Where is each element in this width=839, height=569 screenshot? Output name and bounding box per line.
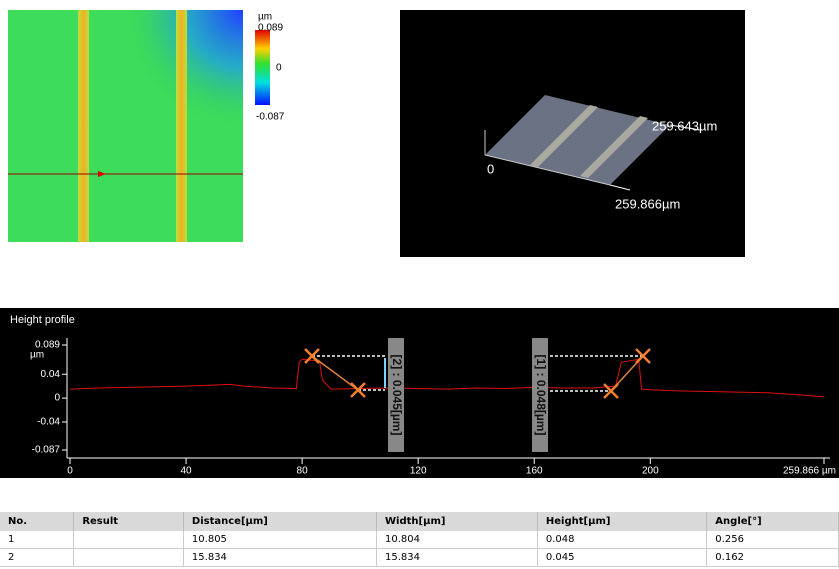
table-cell <box>74 531 184 549</box>
table-cell <box>74 549 184 567</box>
y-tick-label: -0.087 <box>32 445 61 456</box>
colorbar-mid: 0 <box>276 63 282 74</box>
page: {"colorbar": {"unit": "µm", "max": 0.089… <box>0 0 839 569</box>
x-tick-label: 0 <box>67 466 73 477</box>
column-header: Distance[µm] <box>183 512 376 531</box>
x-tick-label: 259.866 µm <box>783 466 836 477</box>
column-header: Result <box>74 512 184 531</box>
table-cell: 2 <box>0 549 74 567</box>
height-map <box>8 10 243 242</box>
colorbar-max: 0.089 <box>258 23 283 34</box>
table-cell: 0.256 <box>707 531 839 549</box>
table-cell: 1 <box>0 531 74 549</box>
y-tick-label: 0.089 <box>35 340 60 351</box>
column-header: No. <box>0 512 74 531</box>
y-length: 259.643µm <box>652 118 717 133</box>
colorbar-min: -0.087 <box>256 112 285 123</box>
table-cell: 10.805 <box>183 531 376 549</box>
y-tick-label: 0.04 <box>41 369 61 380</box>
color-bar <box>255 30 270 105</box>
table-cell: 0.045 <box>537 549 706 567</box>
view-3d: 259.643µm 0 259.866µm <box>400 10 745 257</box>
origin: 0 <box>487 161 494 176</box>
annotation: [2] : 0.045[µm] <box>390 355 404 436</box>
table-cell: 0.162 <box>707 549 839 567</box>
profile-title: Height profile <box>10 314 75 326</box>
colorbar-unit: µm <box>258 12 272 23</box>
table-cell: 15.834 <box>377 549 538 567</box>
y-tick-label: 0 <box>54 393 60 404</box>
annotation: [1] : 0.048[µm] <box>534 355 548 436</box>
y-unit: µm <box>30 350 44 361</box>
table-cell: 15.834 <box>183 549 376 567</box>
x-tick-label: 120 <box>410 466 427 477</box>
y-tick-label: -0.04 <box>37 417 60 428</box>
column-header: Angle[°] <box>707 512 839 531</box>
table-cell: 10.804 <box>377 531 538 549</box>
x-length: 259.866µm <box>615 196 680 211</box>
x-tick-label: 40 <box>180 466 192 477</box>
table-cell: 0.048 <box>537 531 706 549</box>
x-tick-label: 80 <box>297 466 309 477</box>
x-tick-label: 160 <box>526 466 543 477</box>
screen: µm 0.089 0 -0.087 259.643µm 0 259.866µm … <box>0 0 839 512</box>
x-tick-label: 200 <box>642 466 659 477</box>
column-header: Height[µm] <box>537 512 706 531</box>
column-header: Width[µm] <box>377 512 538 531</box>
profile-panel <box>0 308 839 478</box>
